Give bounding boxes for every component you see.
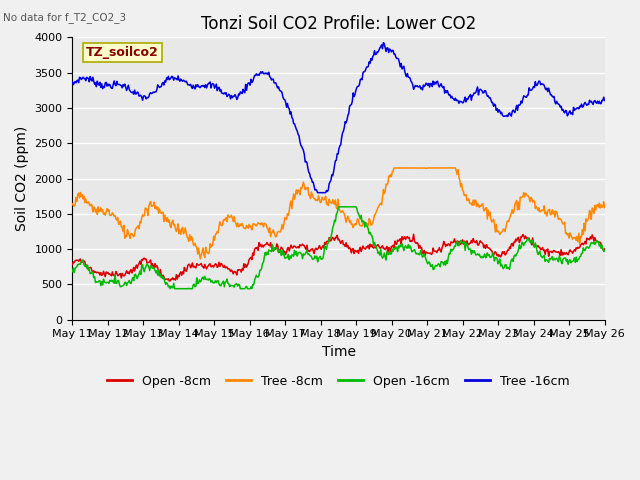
X-axis label: Time: Time [321, 345, 355, 359]
Y-axis label: Soil CO2 (ppm): Soil CO2 (ppm) [15, 126, 29, 231]
Text: No data for f_T2_CO2_3: No data for f_T2_CO2_3 [3, 12, 126, 23]
Text: TZ_soilco2: TZ_soilco2 [86, 46, 159, 59]
Legend: Open -8cm, Tree -8cm, Open -16cm, Tree -16cm: Open -8cm, Tree -8cm, Open -16cm, Tree -… [102, 370, 575, 393]
Title: Tonzi Soil CO2 Profile: Lower CO2: Tonzi Soil CO2 Profile: Lower CO2 [201, 15, 476, 33]
